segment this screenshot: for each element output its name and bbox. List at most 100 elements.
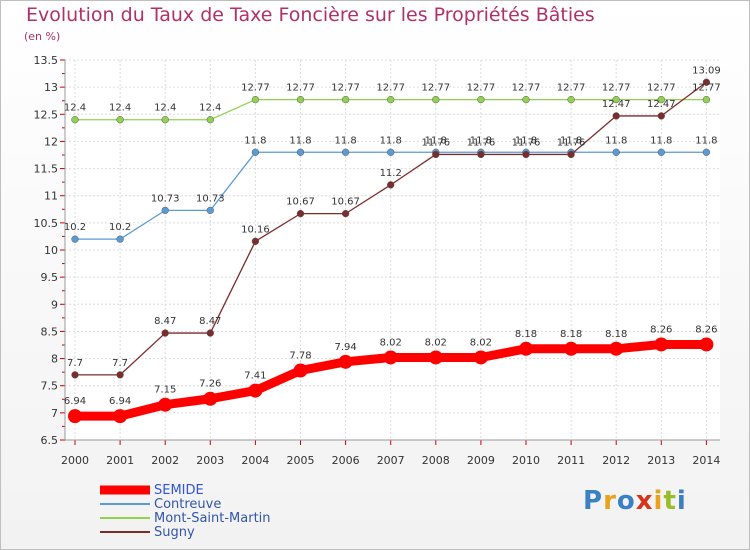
data-point <box>116 371 124 379</box>
x-tick-label: 2001 <box>106 454 134 467</box>
x-tick-label: 2009 <box>467 454 495 467</box>
data-point <box>341 209 350 218</box>
data-label: 8.18 <box>605 329 627 340</box>
data-point <box>612 148 620 156</box>
x-tick-label: 2000 <box>61 454 89 467</box>
logo-letter: o <box>616 486 636 516</box>
data-point <box>522 150 530 159</box>
data-point <box>567 95 575 104</box>
x-tick-label: 2014 <box>692 454 720 467</box>
data-point <box>251 148 260 156</box>
data-label: 11.8 <box>334 135 356 146</box>
data-label: 12.77 <box>331 83 360 94</box>
data-label: 10.73 <box>151 193 180 204</box>
data-point <box>477 150 485 159</box>
data-label: 10.67 <box>286 197 315 208</box>
x-tick-label: 2004 <box>241 454 269 467</box>
data-label: 11.8 <box>650 135 672 146</box>
data-point <box>702 95 711 104</box>
data-point <box>248 383 263 398</box>
x-tick-label: 2006 <box>332 454 360 467</box>
data-point <box>293 363 308 378</box>
series-layer <box>68 78 714 424</box>
x-tick-label: 2011 <box>557 454 585 467</box>
data-label: 12.77 <box>692 83 721 94</box>
data-point <box>428 350 443 365</box>
data-label: 7.7 <box>67 358 83 369</box>
data-label: 8.18 <box>515 329 537 340</box>
data-point <box>612 95 620 104</box>
data-point <box>206 206 214 215</box>
axes: 6.5 7 7.5 8 8.5 9 9.5 10 10.5 11 11.5 12 12.5 13 13.5 2… <box>34 54 721 467</box>
data-point <box>657 95 665 104</box>
y-tick-label: 7 <box>51 407 58 420</box>
data-label: 11.76 <box>557 137 586 148</box>
data-label: 7.7 <box>112 358 128 369</box>
chart-title: Evolution du Taux de Taxe Foncière sur l… <box>26 4 595 26</box>
data-label: 11.76 <box>467 137 496 148</box>
data-label: 8.18 <box>560 329 582 340</box>
y-tick-label: 12.5 <box>34 108 59 121</box>
data-point <box>473 350 488 365</box>
x-tick-label: 2007 <box>377 454 405 467</box>
data-label: 12.77 <box>241 83 270 94</box>
data-point <box>387 95 395 104</box>
data-point <box>702 148 711 156</box>
data-label: 11.8 <box>289 135 311 146</box>
data-point <box>519 341 533 356</box>
data-point <box>387 181 395 189</box>
data-label: 6.94 <box>64 396 86 407</box>
data-point <box>383 350 398 365</box>
data-point <box>432 150 440 159</box>
proxiti-logo: Proxiti <box>583 486 687 516</box>
data-label: 6.94 <box>109 396 131 407</box>
data-label: 11.8 <box>380 135 402 146</box>
data-label: 7.15 <box>154 385 176 396</box>
x-tick-label: 2005 <box>287 454 315 467</box>
data-point <box>251 237 260 245</box>
data-point <box>341 148 350 156</box>
data-point <box>432 95 440 104</box>
data-point <box>296 148 305 156</box>
data-point <box>206 116 214 124</box>
y-tick-label: 10.5 <box>34 217 59 230</box>
y-tick-label: 12 <box>44 135 58 148</box>
data-label: 12.77 <box>602 83 631 94</box>
x-tick-label: 2013 <box>647 454 675 467</box>
y-tick-label: 11 <box>44 190 58 203</box>
y-tick-label: 9.5 <box>41 271 59 284</box>
x-tick-label: 2010 <box>512 454 540 467</box>
legend-label: SEMIDE <box>154 483 204 498</box>
y-tick-label: 10 <box>44 244 58 257</box>
data-label: 11.8 <box>605 135 627 146</box>
data-label: 12.77 <box>286 83 315 94</box>
data-point <box>612 112 620 120</box>
data-label: 12.77 <box>421 83 450 94</box>
data-point <box>657 112 665 120</box>
data-label: 11.8 <box>244 135 266 146</box>
data-label: 11.76 <box>512 137 541 148</box>
data-point <box>657 148 665 156</box>
x-tick-label: 2008 <box>422 454 450 467</box>
data-point <box>338 354 353 369</box>
data-label: 12.4 <box>109 103 131 114</box>
logo-letter: x <box>635 486 654 516</box>
logo-letter: i <box>653 486 664 516</box>
legend-label: Contreuve <box>154 497 221 512</box>
data-label: 8.47 <box>199 316 221 327</box>
data-label: 7.41 <box>244 371 266 382</box>
data-label: 12.4 <box>199 103 221 114</box>
data-point <box>702 78 711 86</box>
x-tick-label: 2002 <box>151 454 179 467</box>
data-point <box>158 397 173 412</box>
y-tick-label: 8.5 <box>41 325 59 338</box>
data-label: 12.4 <box>64 103 86 114</box>
data-label: 10.2 <box>64 222 86 233</box>
data-point <box>203 391 218 406</box>
data-point <box>161 329 169 337</box>
unit-label: (en %) <box>24 30 61 43</box>
data-point <box>161 116 169 124</box>
y-tick-label: 13.5 <box>34 54 59 67</box>
